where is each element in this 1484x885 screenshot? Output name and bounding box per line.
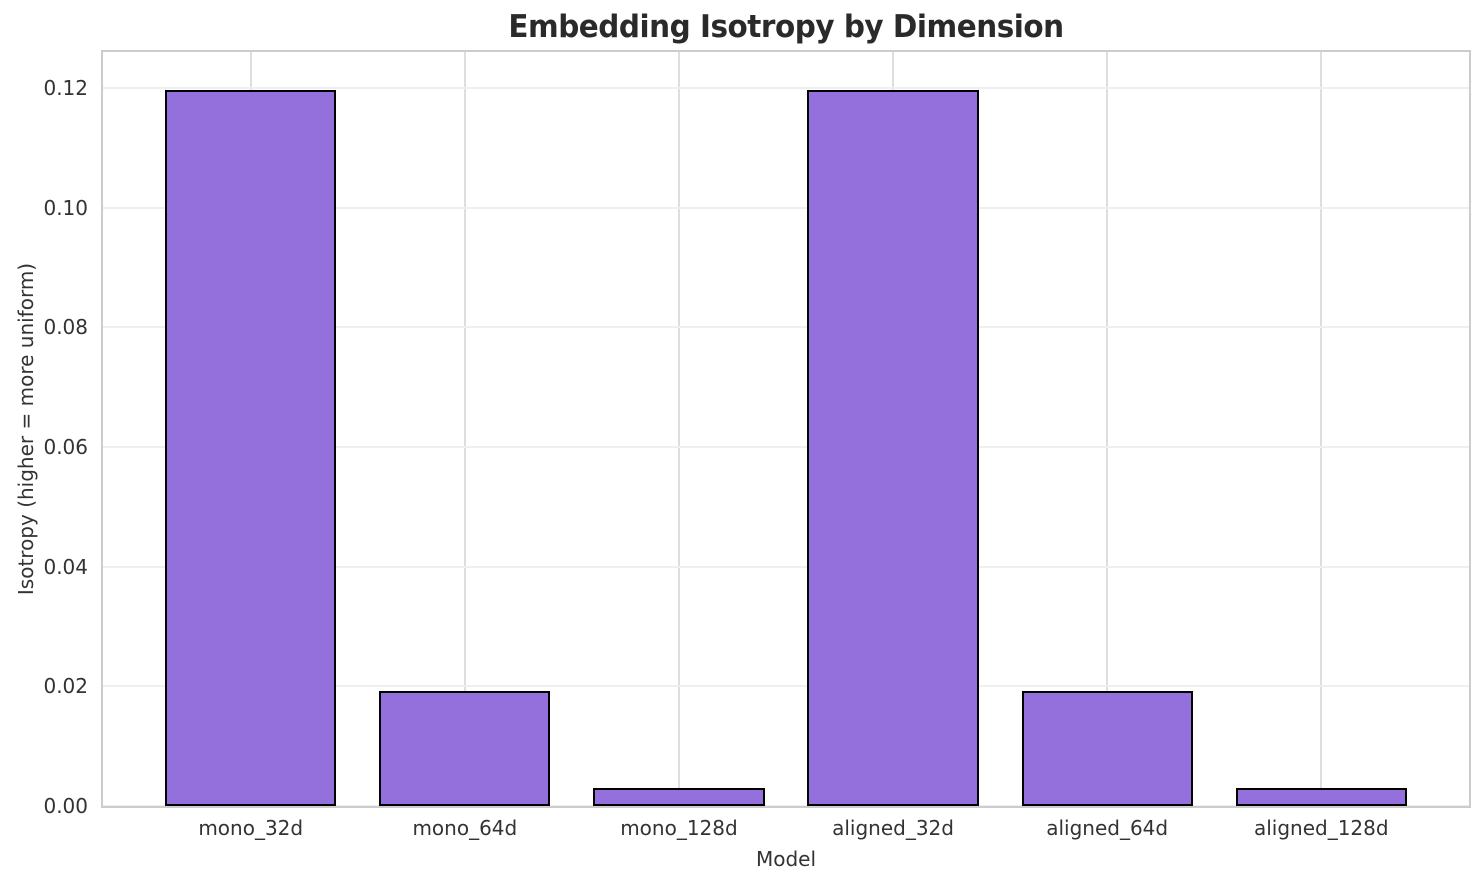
x-tick-label: aligned_128d	[1253, 816, 1389, 840]
x-tick-label: aligned_32d	[832, 816, 954, 840]
horizontal-gridline	[103, 86, 1469, 89]
bar-mono_64d	[379, 690, 551, 806]
x-tick-label: mono_64d	[412, 816, 518, 840]
vertical-gridline	[1320, 52, 1323, 806]
y-tick-label: 0.10	[43, 195, 88, 220]
y-tick-label: 0.08	[43, 315, 88, 340]
bar-aligned_128d	[1235, 788, 1407, 806]
chart-title: Embedding Isotropy by Dimension	[508, 9, 1064, 45]
vertical-gridline	[1106, 52, 1109, 806]
horizontal-gridline	[103, 206, 1469, 209]
vertical-gridline	[463, 52, 466, 806]
x-tick-label: mono_32d	[198, 816, 304, 840]
horizontal-gridline	[103, 565, 1469, 568]
bar-mono_128d	[593, 788, 765, 806]
y-tick-label: 0.00	[43, 794, 88, 818]
y-tick-label: 0.02	[43, 674, 88, 699]
y-tick-label: 0.04	[43, 554, 88, 579]
bar-aligned_32d	[807, 89, 979, 806]
y-tick-label: 0.12	[43, 75, 88, 100]
vertical-gridline	[677, 52, 680, 806]
y-axis-label: Isotropy (higher = more uniform)	[14, 262, 38, 596]
y-tick-label: 0.06	[43, 434, 88, 459]
x-tick-label: aligned_64d	[1046, 816, 1169, 840]
horizontal-gridline	[103, 326, 1469, 329]
x-tick-label: mono_128d	[620, 816, 738, 840]
bar-aligned_64d	[1021, 690, 1193, 806]
x-axis-label: Model	[755, 847, 817, 871]
horizontal-gridline	[103, 445, 1469, 448]
horizontal-gridline	[103, 685, 1469, 688]
bar-mono_32d	[165, 89, 337, 806]
